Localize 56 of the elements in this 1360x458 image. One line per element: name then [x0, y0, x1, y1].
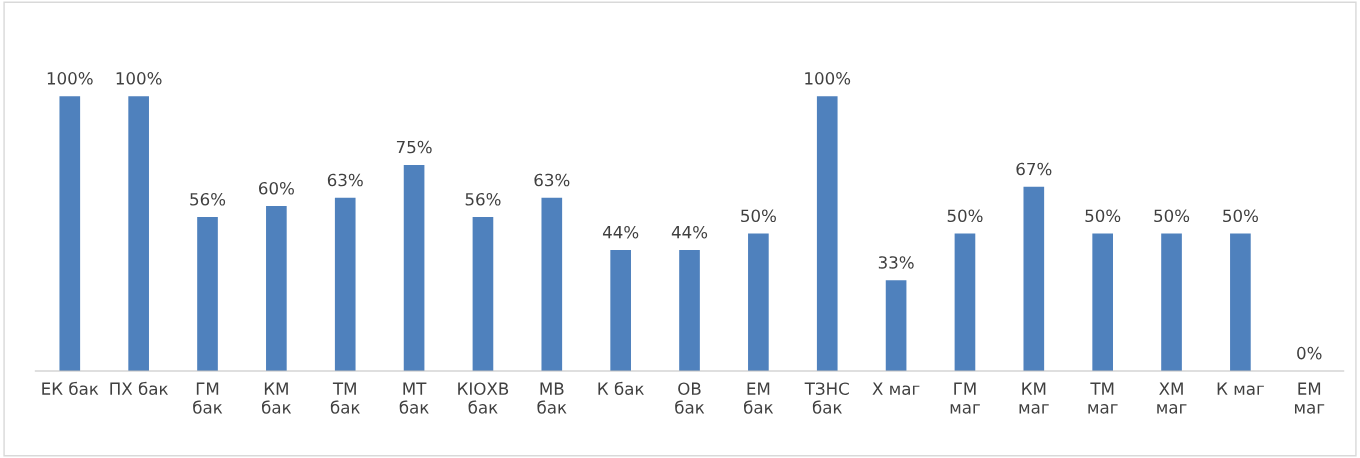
data-label: 44%: [671, 225, 708, 239]
x-tick-label: К бак: [598, 381, 644, 395]
data-label: 56%: [465, 192, 501, 206]
bar: [816, 96, 838, 371]
data-label: 50%: [947, 209, 983, 223]
bar: [748, 233, 769, 371]
bar: [472, 217, 494, 371]
data-label: 75%: [396, 140, 432, 154]
bar: [59, 96, 81, 371]
bar: [610, 250, 631, 371]
bar: [954, 233, 976, 371]
bar: [403, 164, 425, 371]
data-label: 56%: [190, 192, 226, 206]
data-label: 63%: [534, 173, 570, 187]
data-label: 100%: [116, 72, 162, 85]
bar: [1230, 233, 1251, 371]
x-tick-label: ХМ маг: [1157, 382, 1187, 414]
x-tick-label: ПХ бак: [110, 381, 168, 395]
data-label: 0%: [1297, 346, 1322, 360]
x-tick-label: ГМ бак: [193, 382, 223, 414]
bar: [334, 197, 356, 371]
bar: [679, 250, 700, 371]
bar: [197, 217, 218, 371]
data-label: 50%: [1223, 209, 1258, 223]
data-label: 100%: [47, 72, 93, 85]
x-tick-label: КІОХВ бак: [458, 382, 509, 414]
bar: [1023, 186, 1045, 371]
x-tick-label: ОВ бак: [675, 382, 705, 414]
data-label: 50%: [1085, 209, 1121, 223]
x-tick-label: ТМ бак: [330, 382, 360, 414]
x-tick-label: ЕМ маг: [1294, 382, 1325, 414]
bar: [1092, 233, 1113, 371]
x-tick-label: ТЗНС бак: [804, 382, 849, 414]
data-label: 60%: [259, 181, 294, 195]
data-label: 44%: [602, 225, 639, 239]
x-tick-label: Х маг: [872, 382, 920, 395]
bar: [128, 96, 149, 371]
x-tick-label: КМ бак: [262, 382, 292, 414]
x-tick-label: ЕМ бак: [744, 382, 774, 414]
x-tick-label: ТМ маг: [1088, 382, 1118, 414]
x-tick-label: МТ бак: [399, 382, 429, 414]
x-tick-label: К маг: [1217, 382, 1264, 395]
data-label: 33%: [878, 256, 914, 269]
bar: [885, 280, 907, 371]
data-label: 67%: [1016, 162, 1052, 176]
x-tick-label: ГМ маг: [950, 382, 980, 414]
data-label: 100%: [805, 72, 851, 85]
data-label: 63%: [327, 173, 363, 187]
x-tick-label: ЕК бак: [42, 381, 99, 395]
data-label: 50%: [1154, 209, 1190, 223]
bar: [1161, 233, 1182, 371]
bar: [266, 206, 287, 371]
bar: [541, 197, 563, 371]
x-tick-label: КМ маг: [1019, 382, 1049, 414]
data-label: 50%: [741, 209, 776, 223]
x-tick-label: МВ бак: [537, 382, 567, 414]
